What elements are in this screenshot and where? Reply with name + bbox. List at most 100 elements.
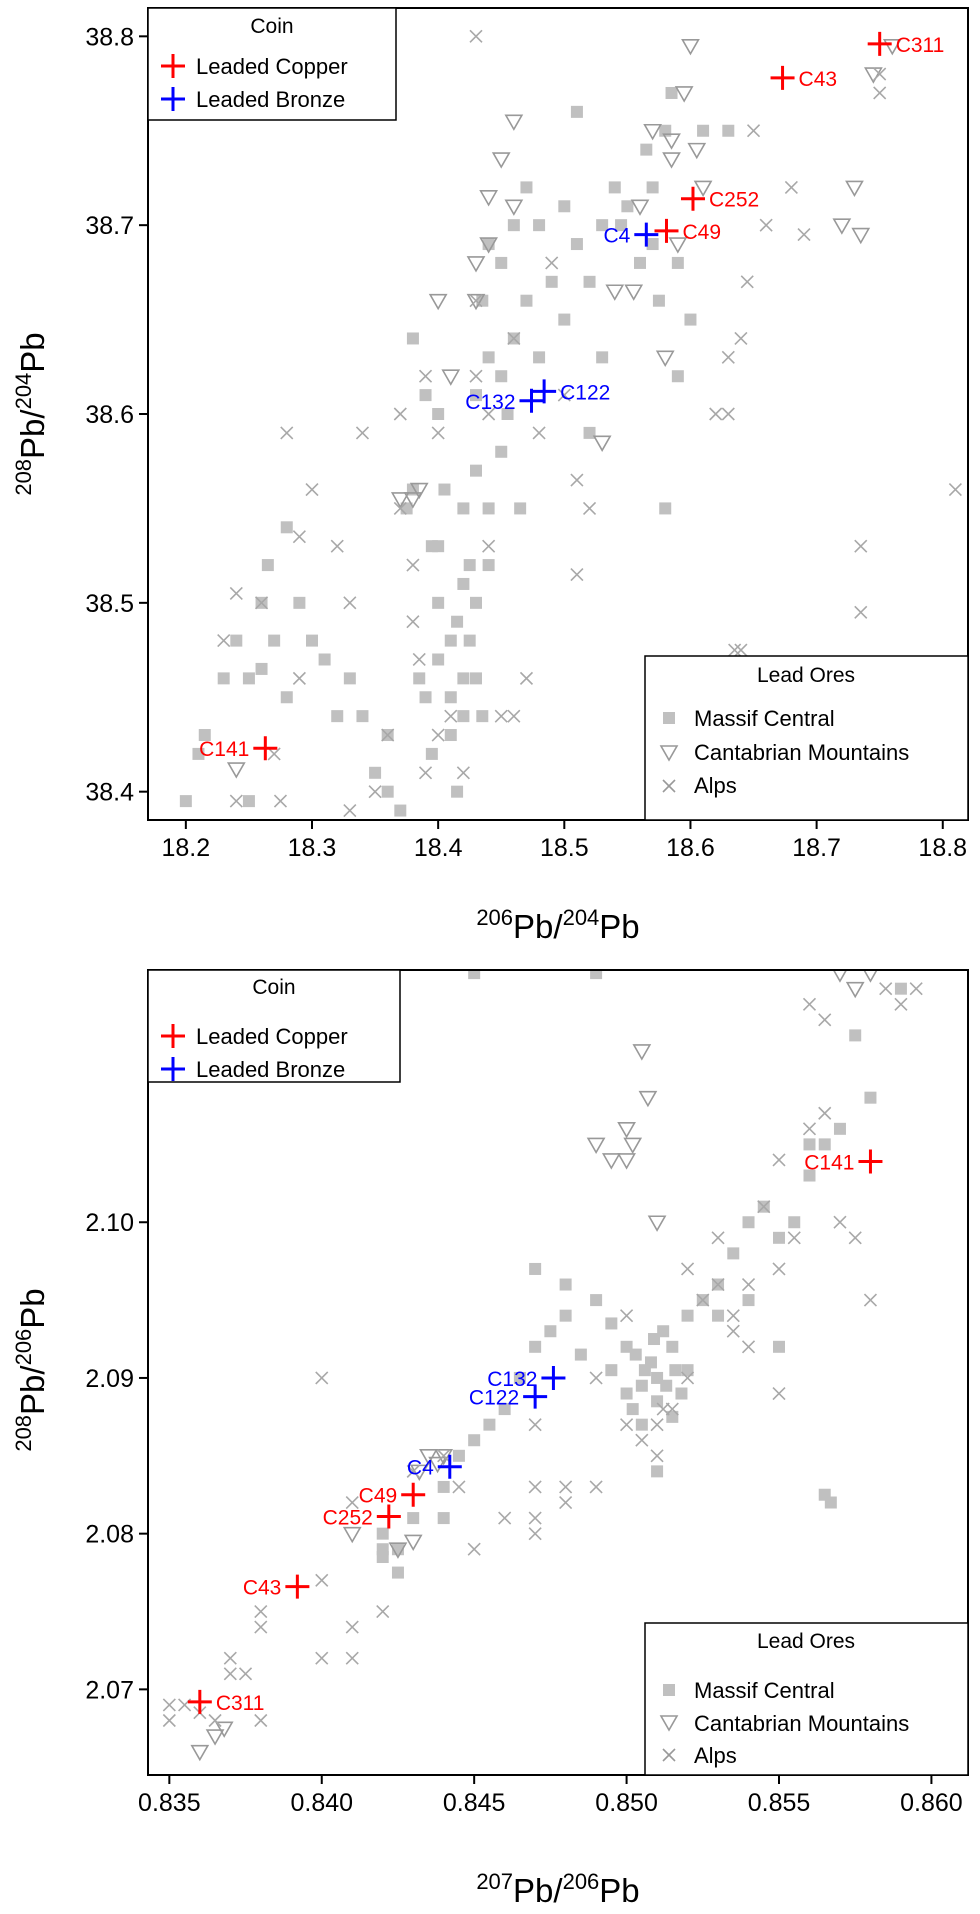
alps-point [437,1449,451,1463]
massif-central-point [684,313,697,326]
coin-label-c132: C132 [465,391,515,414]
coin-point-c141 [253,736,278,761]
massif-central-point [529,1262,542,1275]
coin-point-c49 [401,1482,426,1507]
massif-central-point [520,294,533,307]
alps-point [532,426,546,440]
massif-central-point [590,970,603,980]
coin-point-c132 [541,1365,566,1390]
alps-point [784,180,798,194]
massif-central-point [268,634,281,647]
y-axis: 38.4 38.5 38.6 38.7 38.8 [85,23,148,807]
alps-point [757,1200,771,1214]
massif-central-point [638,1364,651,1377]
massif-central-point [470,389,482,402]
coin-point-c252 [376,1504,401,1529]
legend-item-alps: Alps [694,1743,737,1768]
alps-point [650,1449,664,1463]
massif-central-point [681,1309,694,1322]
alps-point [519,671,534,685]
massif-central-point [482,502,495,515]
legend-item-leaded-copper: Leaded Copper [196,1024,348,1049]
massif-central-point [773,1231,786,1244]
alps-point [818,1013,832,1027]
x-tick-label: 0.845 [443,1789,506,1817]
massif-central-point [590,1294,603,1307]
y-tick-label: 38.4 [85,779,134,807]
x-tick-label: 0.855 [748,1789,811,1817]
alps-point [254,1713,268,1728]
y-axis-label: 208Pb/204Pb [11,332,51,495]
massif-central-point [432,653,445,666]
alps-point [797,228,811,242]
massif-central-point [438,483,451,496]
coin-label-c4: C4 [407,1457,434,1480]
massif-central-point [596,219,609,232]
legend-plus-icon [161,1024,185,1048]
alps-point [802,1122,817,1136]
x-axis-label: 207Pb/206Pb [476,1869,639,1909]
alps-point [223,1651,237,1665]
cantabrian-point [693,180,713,198]
triangle-marker-icon [659,745,679,762]
alps-point [589,1480,603,1494]
massif-central-point [451,615,464,628]
alps-point [254,596,269,610]
massif-central-point [280,691,293,704]
massif-central-point [369,766,382,779]
massif-central-point [666,1410,679,1423]
massif-central-point [570,238,583,251]
coin-label-c122: C122 [560,381,610,404]
cantabrian-point [638,1090,658,1108]
alps-point [746,124,761,138]
alps-point [217,634,231,648]
alps-point [162,1698,176,1712]
massif-central-point [665,86,678,99]
alps-point [909,982,923,996]
cantabrian-point [466,293,486,311]
massif-central-point [773,1340,786,1353]
alps-point [456,766,470,780]
massif-central-point [545,275,558,288]
alps-point [726,1324,740,1338]
alps-point [393,501,407,515]
alps-point [452,1480,466,1494]
cantabrian-point [832,218,852,235]
legend-title: Lead Ores [757,1630,855,1653]
alps-point [343,596,357,610]
massif-central-point [293,596,306,609]
massif-central-point [482,351,495,364]
coin-label-c311: C311 [216,1692,265,1715]
y-tick-label: 38.7 [85,212,134,240]
cantabrian-point [832,970,848,983]
x-tick-label: 0.840 [290,1789,353,1817]
massif-central-point [513,1371,526,1384]
massif-central-point [457,710,470,723]
massif-central-point [615,219,628,232]
alps-point [229,794,243,808]
alps-point [802,997,817,1011]
massif-central-point [742,1216,755,1229]
alps-point [948,482,962,497]
y-tick-label: 2.07 [85,1676,134,1704]
alps-point [772,1386,786,1401]
cantabrian-point [630,199,650,216]
legend-item-leaded-copper: Leaded Copper [196,54,348,79]
alps-point [469,369,483,383]
massif-central-point [343,672,356,685]
alps-point [709,407,723,421]
alps-point [273,794,288,808]
massif-central-point [394,804,407,817]
massif-central-point [681,1364,694,1377]
massif-central-point [652,294,665,307]
massif-central-point [529,1340,542,1353]
massif-central-point [495,445,508,458]
cantabrian-point [205,1729,225,1746]
y-axis: 2.07 2.08 2.09 2.10 [85,1209,148,1704]
cantabrian-point [687,142,707,160]
massif-central-point [419,389,432,402]
alps-point [418,766,433,780]
legend-title: Lead Ores [757,664,855,687]
massif-central-point [651,1465,664,1478]
alps-point [406,1464,420,1478]
